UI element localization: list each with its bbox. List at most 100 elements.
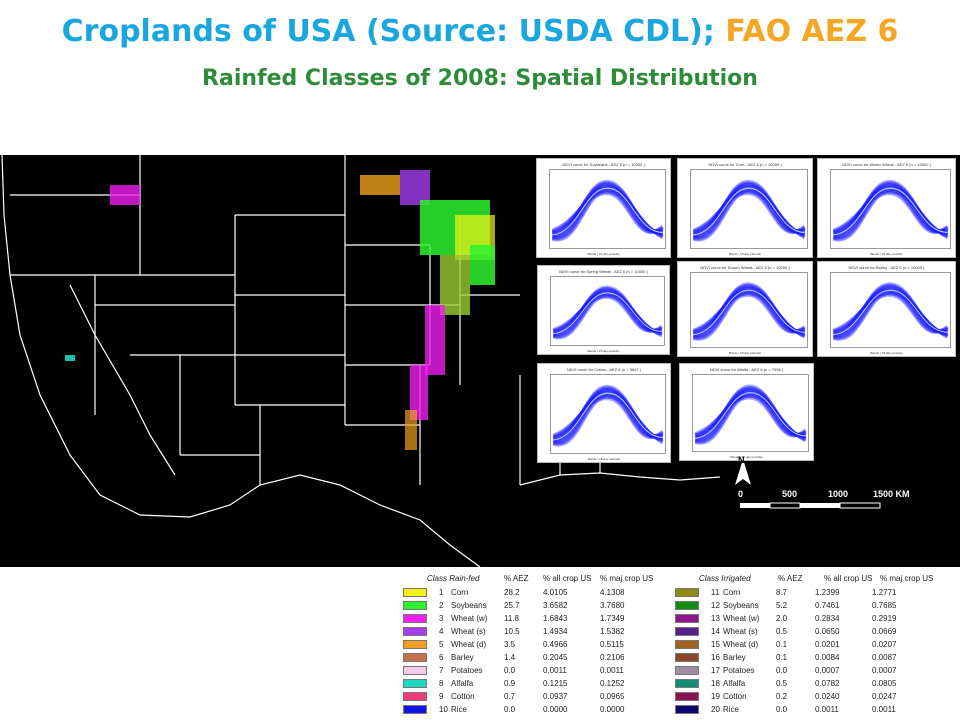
- irrigated-class-header: Class Irrigated: [699, 574, 751, 583]
- maj-crop-percent: 0.0207: [872, 640, 897, 649]
- irrigated-maj-header: % maj crop US: [880, 574, 934, 583]
- title-main: Croplands of USA (Source: USDA CDL);: [61, 14, 715, 49]
- legend-row: 15 Wheat (d) 0.1 0.0201 0.0207: [675, 639, 935, 651]
- legend-row: 6 Barley 1.4 0.2045 0.2106: [403, 652, 663, 664]
- all-crop-percent: 0.0240: [815, 692, 840, 701]
- ndvi-panel: NDVI curve for Spring Wheat - AEZ 6 (n =…: [537, 265, 670, 355]
- legend-row: 2 Soybeans 25.7 3.6582 3.7680: [403, 600, 663, 612]
- legend-row: 18 Alfalfa 0.5 0.0782 0.0805: [675, 678, 935, 690]
- class-color-swatch: [403, 614, 427, 623]
- ndvi-plot-area: [692, 374, 809, 452]
- rainfed-all-header: % all crop US: [543, 574, 592, 583]
- maj-crop-percent: 0.0011: [600, 666, 624, 675]
- irrigated-all-header: % all crop US: [824, 574, 873, 583]
- aez-percent: 0.5: [776, 627, 788, 636]
- maj-crop-percent: 4.1308: [600, 588, 625, 597]
- maj-crop-percent: 0.0000: [600, 705, 625, 714]
- all-crop-percent: 0.7461: [815, 601, 840, 610]
- class-name: Rice: [723, 705, 740, 714]
- all-crop-percent: 1.4934: [543, 627, 568, 636]
- class-name: Alfalfa: [723, 679, 746, 688]
- rainfed-maj-header: % maj crop US: [600, 574, 654, 583]
- class-name: Wheat (s): [451, 627, 486, 636]
- class-color-swatch: [675, 588, 699, 597]
- all-crop-percent: 3.6582: [543, 601, 568, 610]
- ndvi-panel-title: NDVI curve for Barley - AEZ 6 (n = 10000…: [848, 265, 925, 270]
- legend-row: 4 Wheat (s) 10.5 1.4934 1.5382: [403, 626, 663, 638]
- class-name: Potatoes: [451, 666, 483, 675]
- all-crop-percent: 0.0084: [815, 653, 840, 662]
- class-number: 17: [711, 666, 720, 675]
- class-name: Wheat (w): [723, 614, 760, 623]
- maj-crop-percent: 1.2771: [872, 588, 897, 597]
- ndvi-panel-title: NDVI curve for Durum Wheat - AEZ 6 (n = …: [700, 265, 790, 270]
- class-name: Wheat (s): [723, 627, 758, 636]
- class-name: Rice: [451, 705, 468, 714]
- legend-row: 19 Cotton 0.2 0.0240 0.0247: [675, 691, 935, 703]
- aez-percent: 10.5: [504, 627, 520, 636]
- class-color-swatch: [675, 627, 699, 636]
- ndvi-plot-area: [690, 169, 808, 249]
- ndvi-panel-title: NDVI curve for Spring Wheat - AEZ 6 (n =…: [559, 269, 648, 274]
- class-number: 13: [711, 614, 720, 623]
- maj-crop-percent: 1.7349: [600, 614, 625, 623]
- ndvi-panel: NDVI curve for Alfalfa - AEZ 6 (n = 7096…: [679, 363, 814, 461]
- class-number: 9: [439, 692, 444, 701]
- class-color-swatch: [403, 640, 427, 649]
- ndvi-panel-title: NDVI curve for Soybeans - AEZ 6 (n = 100…: [562, 162, 645, 167]
- class-number: 15: [711, 640, 720, 649]
- class-name: Soybeans: [723, 601, 759, 610]
- class-color-swatch: [403, 588, 427, 597]
- all-crop-percent: 0.0201: [815, 640, 840, 649]
- all-crop-percent: 1.2399: [815, 588, 840, 597]
- maj-crop-percent: 0.7685: [872, 601, 897, 610]
- legend-row: 14 Wheat (s) 0.5 0.0650 0.0669: [675, 626, 935, 638]
- aez-percent: 11.8: [504, 614, 519, 623]
- ndvi-panel: NDVI curve for Winter Wheat - AEZ 6 (n =…: [817, 158, 956, 258]
- all-crop-percent: 0.0650: [815, 627, 840, 636]
- ndvi-plot-area: [549, 169, 666, 249]
- aez-percent: 0.0: [504, 705, 516, 714]
- class-name: Cotton: [723, 692, 747, 701]
- class-name: Alfalfa: [451, 679, 474, 688]
- maj-crop-percent: 0.5115: [600, 640, 624, 649]
- class-name: Wheat (d): [451, 640, 487, 649]
- ndvi-panel: NDVI curve for Cotton - AEZ 6 (n = 5847 …: [537, 363, 671, 463]
- maj-crop-percent: 0.0007: [872, 666, 897, 675]
- legend-row: 10 Rice 0.0 0.0000 0.0000: [403, 704, 663, 716]
- aez-percent: 28.2: [504, 588, 520, 597]
- scale-bar: [740, 502, 881, 509]
- all-crop-percent: 1.6843: [543, 614, 568, 623]
- ndvi-panel-xlabel: Bands ( 15-day periods): [728, 252, 762, 256]
- class-name: Barley: [451, 653, 474, 662]
- class-color-swatch: [403, 653, 427, 662]
- ndvi-plot-area: [690, 272, 808, 348]
- legend-row: 9 Cotton 0.7 0.0937 0.0965: [403, 691, 663, 703]
- maj-crop-percent: 0.2106: [600, 653, 625, 662]
- class-number: 1: [439, 588, 444, 597]
- ndvi-panel-xlabel: Bands ( 15-day periods): [870, 351, 903, 355]
- north-arrow-label: N: [738, 455, 745, 465]
- maj-crop-percent: 0.0087: [872, 653, 897, 662]
- all-crop-percent: 0.0000: [543, 705, 568, 714]
- ndvi-panel-xlabel: Bands ( 15-day periods): [587, 349, 620, 353]
- all-crop-percent: 0.1215: [543, 679, 568, 688]
- all-crop-percent: 0.0011: [815, 705, 839, 714]
- class-number: 20: [711, 705, 720, 714]
- class-name: Wheat (w): [451, 614, 488, 623]
- aez-percent: 0.2: [776, 692, 788, 701]
- class-color-swatch: [675, 666, 699, 675]
- class-color-swatch: [675, 679, 699, 688]
- aez-percent: 5.2: [776, 601, 788, 610]
- aez-percent: 0.7: [504, 692, 516, 701]
- aez-percent: 0.0: [776, 705, 788, 714]
- aez-percent: 25.7: [504, 601, 520, 610]
- class-number: 6: [439, 653, 444, 662]
- class-legend-table: Class Rain-fed % AEZ % all crop US % maj…: [403, 572, 960, 720]
- class-number: 14: [711, 627, 720, 636]
- irrigated-aez-header: % AEZ: [778, 574, 803, 583]
- ndvi-panel-xlabel: Bands ( 15-day periods): [728, 351, 762, 355]
- class-number: 18: [711, 679, 720, 688]
- legend-row: 13 Wheat (w) 2.0 0.2834 0.2919: [675, 613, 935, 625]
- class-number: 10: [439, 705, 448, 714]
